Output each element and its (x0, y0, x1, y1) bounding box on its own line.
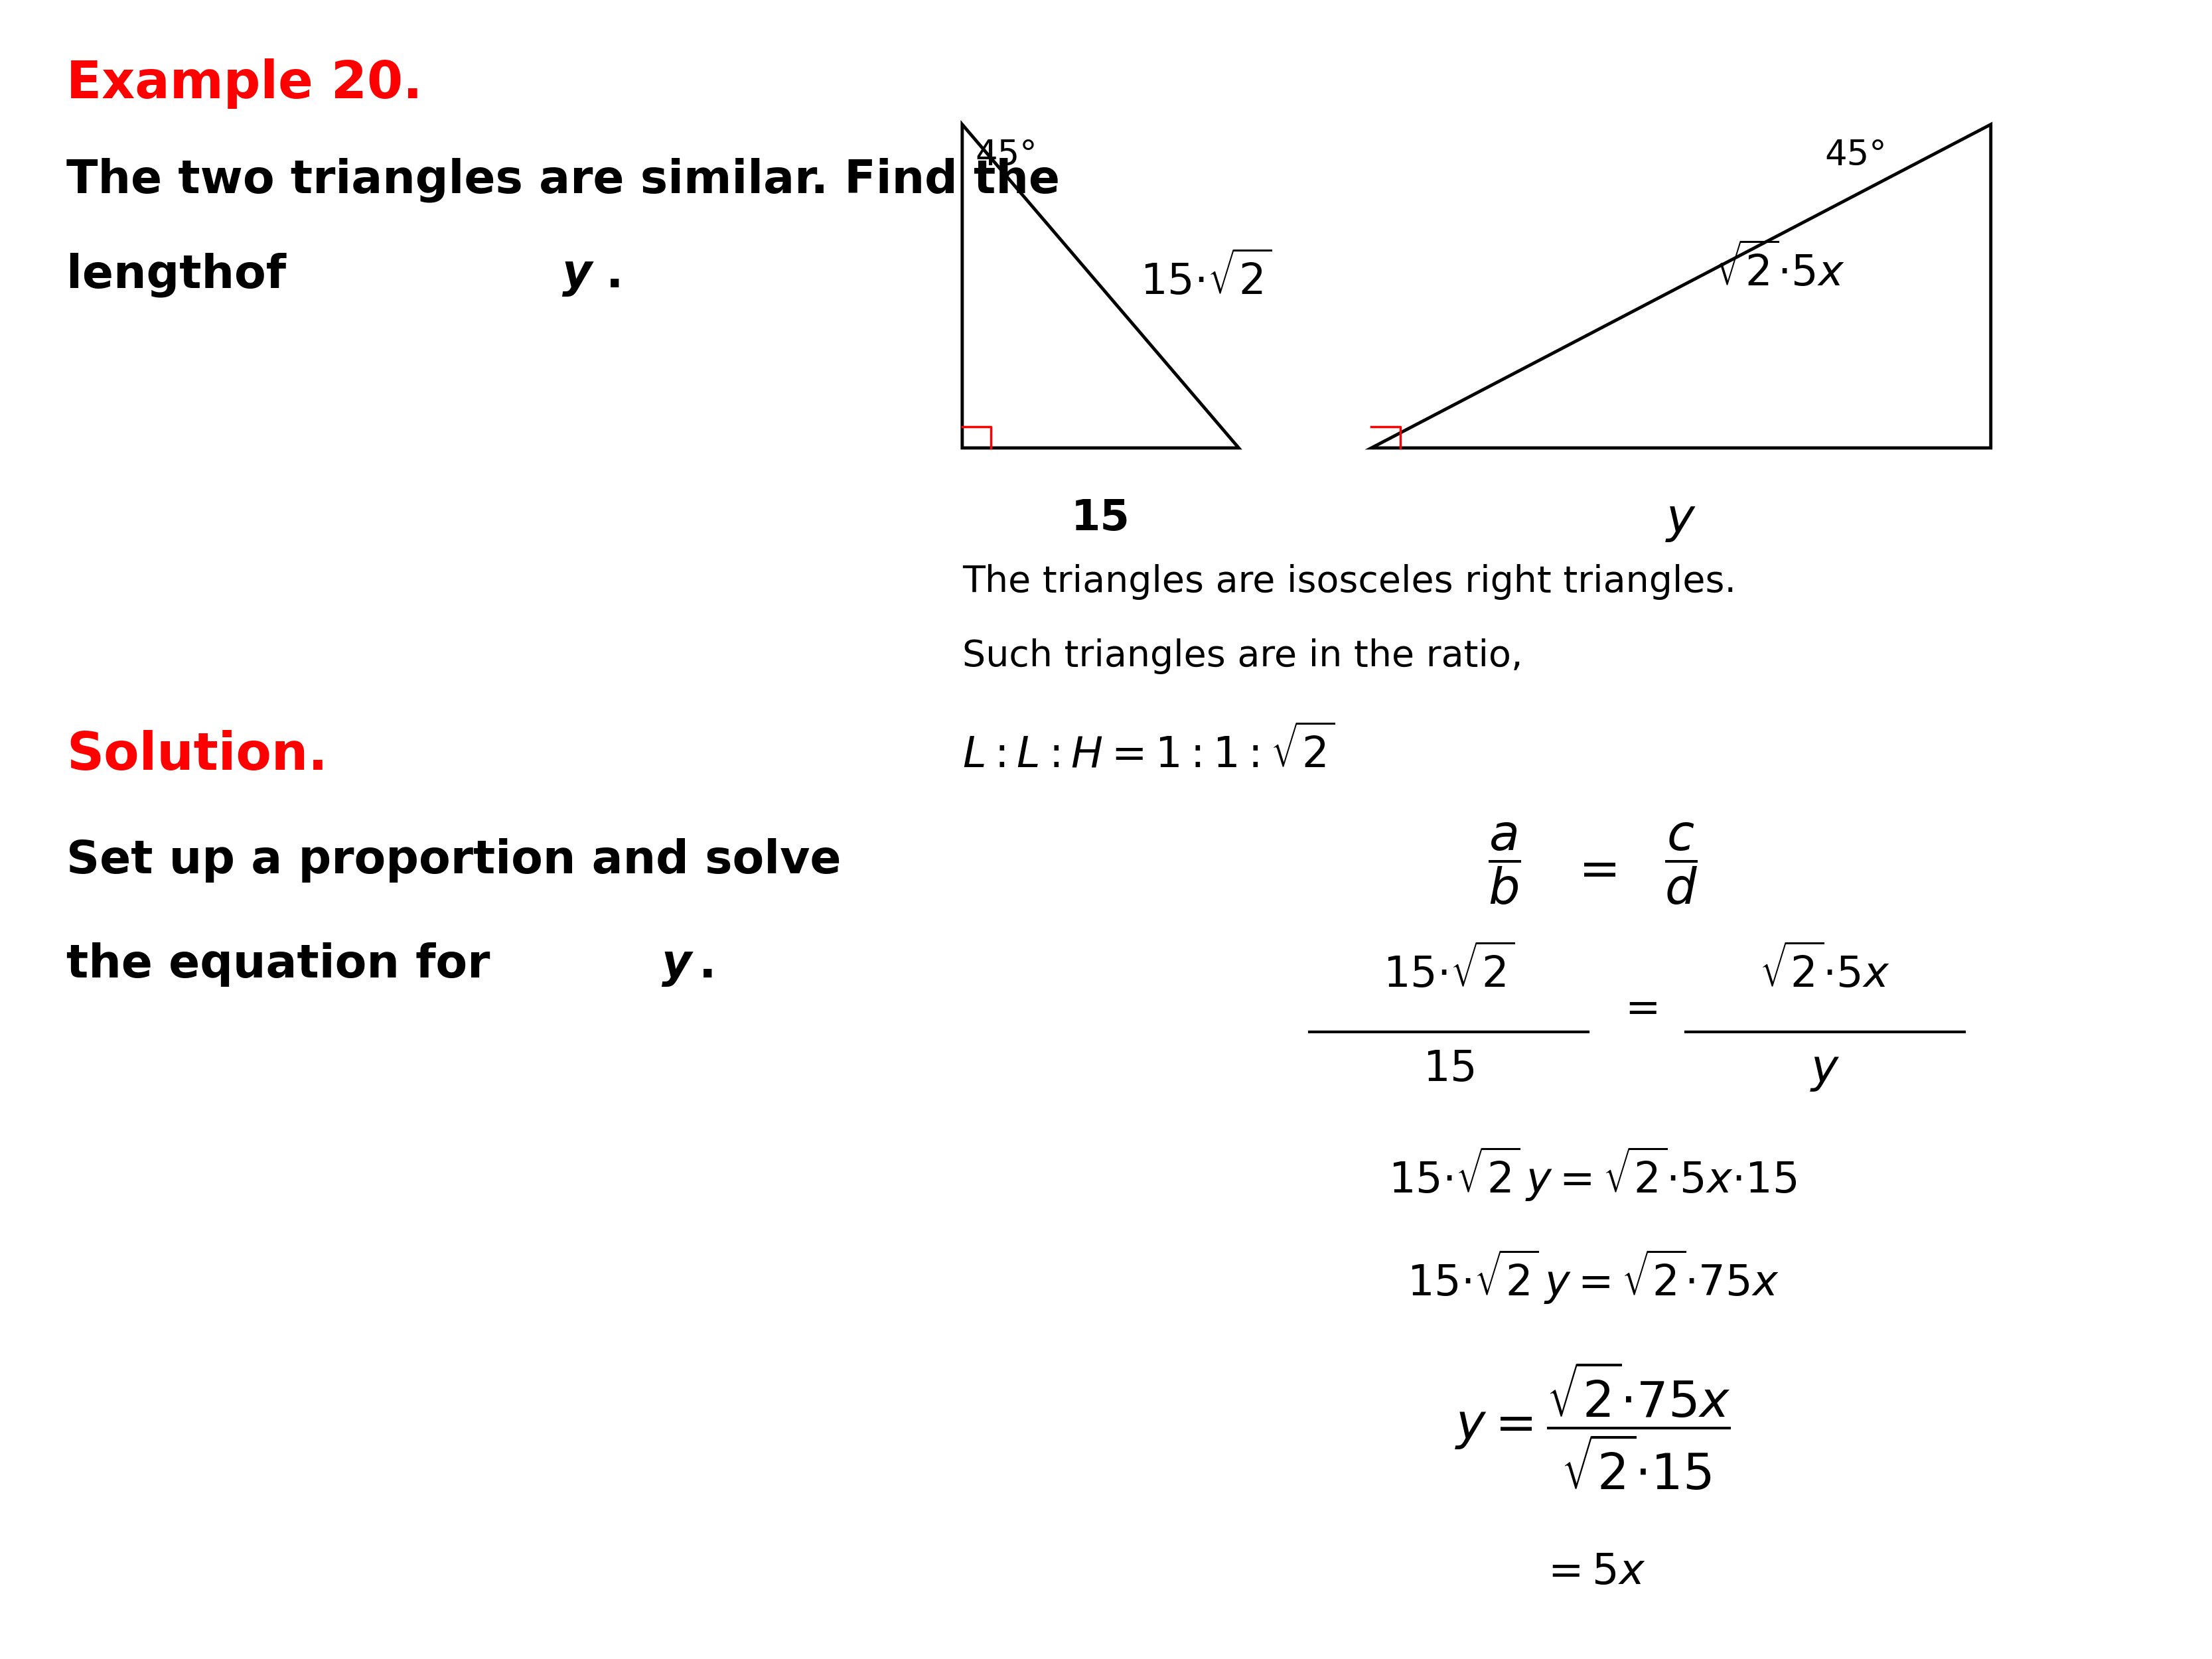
Text: $y$: $y$ (1809, 1048, 1840, 1093)
Text: $=$: $=$ (1568, 846, 1617, 894)
Text: .: . (699, 942, 717, 987)
Text: $\sqrt{2} {\cdot} 5x$: $\sqrt{2} {\cdot} 5x$ (1714, 244, 1845, 295)
Text: the equation for: the equation for (66, 942, 507, 987)
Text: $\sqrt{2} {\cdot} 5x$: $\sqrt{2} {\cdot} 5x$ (1761, 946, 1889, 995)
Text: Set up a proportion and solve: Set up a proportion and solve (66, 838, 841, 883)
Text: $y$: $y$ (1666, 498, 1697, 544)
Text: The triangles are isosceles right triangles.: The triangles are isosceles right triang… (962, 564, 1736, 601)
Text: Example 20.: Example 20. (66, 58, 422, 108)
Text: 45°: 45° (1825, 138, 1887, 173)
Text: $L:L:H = 1:1:\sqrt{2}$: $L:L:H = 1:1:\sqrt{2}$ (962, 727, 1336, 776)
Text: $15 {\cdot} \sqrt{2}\, y = \sqrt{2} {\cdot} 5x {\cdot} 15$: $15 {\cdot} \sqrt{2}\, y = \sqrt{2} {\cd… (1389, 1145, 1796, 1203)
Text: lengthof: lengthof (66, 252, 303, 297)
Text: $15 {\cdot} \sqrt{2}$: $15 {\cdot} \sqrt{2}$ (1382, 946, 1515, 995)
Text: Solution.: Solution. (66, 730, 327, 780)
Text: y: y (661, 942, 692, 987)
Text: $\dfrac{a}{b}$: $\dfrac{a}{b}$ (1489, 821, 1520, 906)
Text: $15$: $15$ (1422, 1048, 1475, 1090)
Text: 15: 15 (1071, 498, 1130, 539)
Text: Such triangles are in the ratio,: Such triangles are in the ratio, (962, 639, 1522, 675)
Text: $15 {\cdot} \sqrt{2}\, y = \sqrt{2} {\cdot} 75x$: $15 {\cdot} \sqrt{2}\, y = \sqrt{2} {\cd… (1407, 1248, 1778, 1306)
Text: The two triangles are similar. Find the: The two triangles are similar. Find the (66, 158, 1060, 202)
Text: y: y (562, 252, 593, 297)
Text: .: . (606, 252, 624, 297)
Text: $=$: $=$ (1617, 987, 1657, 1029)
Text: $\dfrac{c}{d}$: $\dfrac{c}{d}$ (1666, 821, 1697, 906)
Text: $y = \dfrac{\sqrt{2} {\cdot} 75x}{\sqrt{2} {\cdot} 15}$: $y = \dfrac{\sqrt{2} {\cdot} 75x}{\sqrt{… (1455, 1360, 1730, 1491)
Text: $= 5x$: $= 5x$ (1540, 1551, 1646, 1593)
Text: $15 {\cdot} \sqrt{2}$: $15 {\cdot} \sqrt{2}$ (1141, 252, 1272, 304)
Text: 45°: 45° (975, 138, 1037, 173)
